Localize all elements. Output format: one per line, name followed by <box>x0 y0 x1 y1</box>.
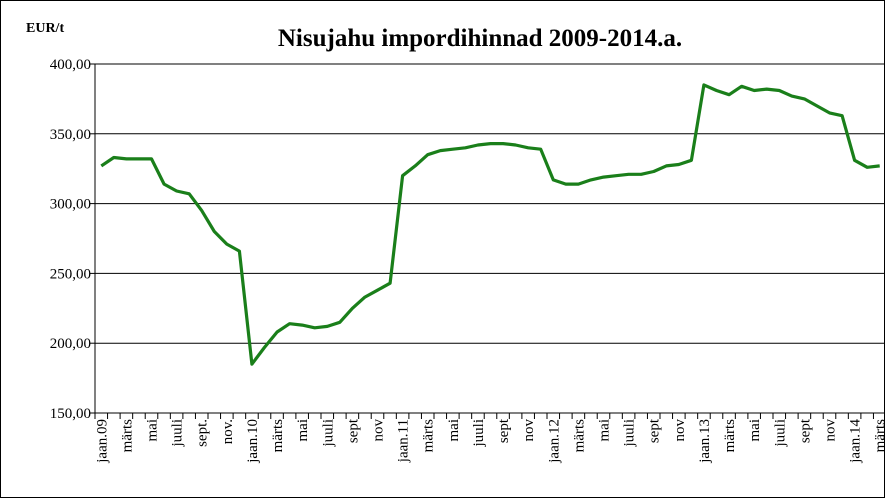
x-tick-label: märts <box>270 419 286 452</box>
x-tick-label: jaan.09 <box>94 419 110 464</box>
x-tick-label: nov <box>371 419 387 442</box>
x-tick-label: märts <box>873 419 885 452</box>
y-tick-label: 400,00 <box>50 57 91 73</box>
y-tick-label: 300,00 <box>50 197 91 213</box>
x-tick-label: juuli <box>772 419 788 448</box>
data-line <box>100 83 880 366</box>
x-tick-label: nov <box>521 419 537 442</box>
x-tick-label: mai <box>747 419 763 442</box>
x-tick-label: juuli <box>622 419 638 448</box>
x-tick-label: nov. <box>220 419 236 444</box>
y-tick-label: 150,00 <box>50 406 91 422</box>
y-axis-label: EUR/t <box>26 21 64 36</box>
x-tick-label: sept <box>797 418 813 443</box>
x-tick-label: jaan.10 <box>245 419 261 464</box>
x-tick-label: jaan.13 <box>697 419 713 464</box>
x-tick-label: juuli <box>320 419 336 448</box>
x-tick-label: sept <box>345 418 361 443</box>
x-tick-label: sept <box>647 418 663 443</box>
x-tick-label: sept <box>496 418 512 443</box>
x-tick-label: nov <box>823 419 839 442</box>
x-tick-label: mai <box>597 419 613 442</box>
x-tick-label: nov <box>672 419 688 442</box>
x-tick-label: jaan.12 <box>546 419 562 464</box>
x-tick-label: juuli <box>170 419 186 448</box>
x-tick-label: märts <box>571 419 587 452</box>
y-tick-label: 250,00 <box>50 266 91 282</box>
x-tick-label: märts <box>421 419 437 452</box>
chart-title: Nisujahu impordihinnad 2009-2014.a. <box>278 25 682 52</box>
x-tick-label: juuli <box>471 419 487 448</box>
x-tick-label: mai <box>295 419 311 442</box>
x-tick-label: sept. <box>195 419 211 447</box>
x-tick-label: märts <box>722 419 738 452</box>
x-tick-label: märts <box>119 419 135 452</box>
y-tick-label: 350,00 <box>50 127 91 143</box>
y-tick-label: 200,00 <box>50 336 91 352</box>
x-tick-label: jaan.14 <box>848 419 864 464</box>
x-tick-label: jaan.11 <box>396 419 412 463</box>
x-tick-label: mai <box>145 419 161 442</box>
x-tick-label: mai <box>446 419 462 442</box>
